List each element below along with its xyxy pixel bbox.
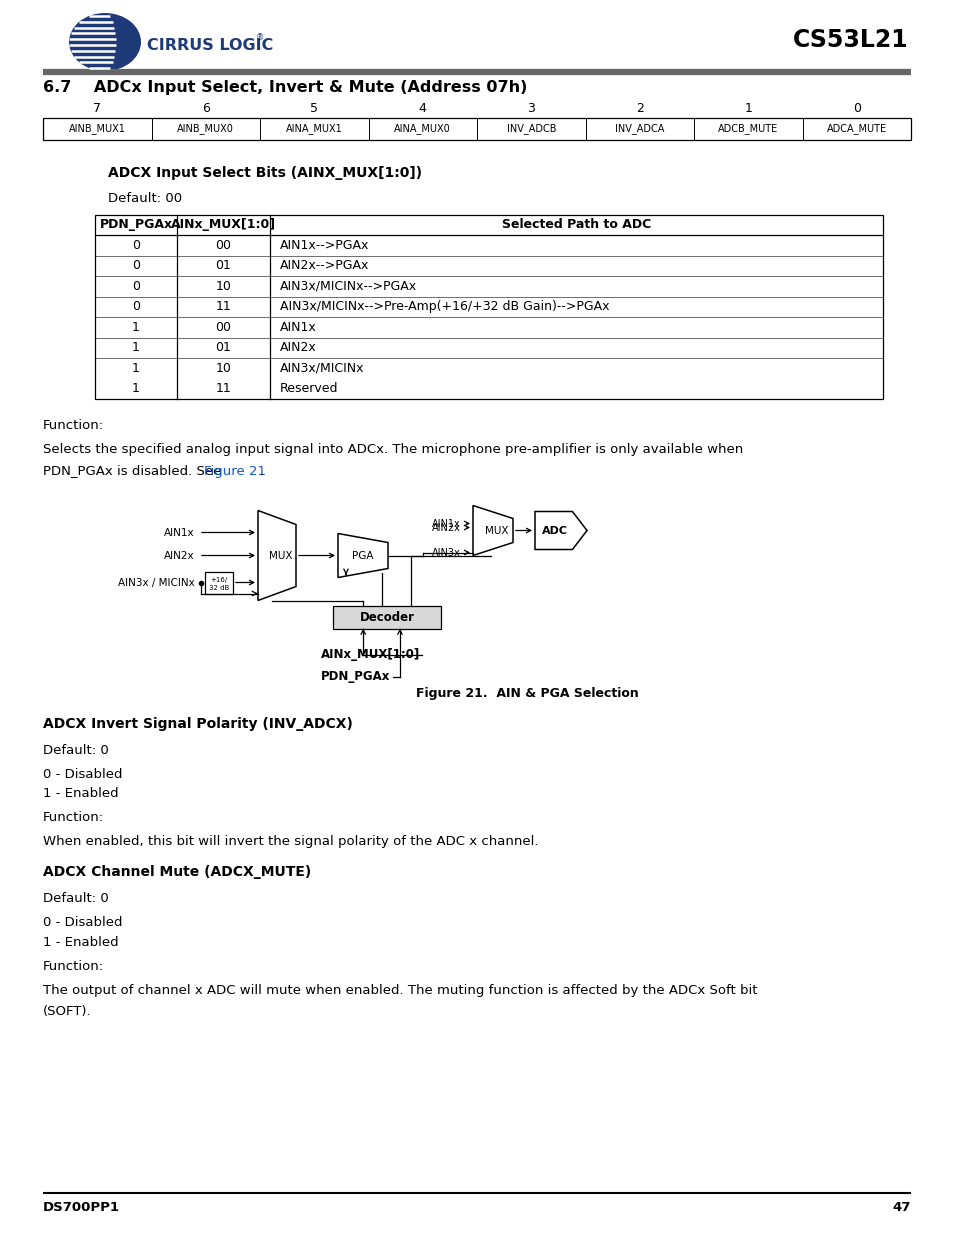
Text: Figure 21: Figure 21 <box>204 464 266 478</box>
Text: AIN3x/MICINx-->PGAx: AIN3x/MICINx-->PGAx <box>280 280 416 293</box>
Text: AIN2x-->PGAx: AIN2x-->PGAx <box>280 259 369 272</box>
Text: 4: 4 <box>418 103 426 115</box>
Text: PDN_PGAx: PDN_PGAx <box>99 219 172 231</box>
Text: Function:: Function: <box>43 811 104 824</box>
Text: 10: 10 <box>215 362 232 374</box>
Text: 5: 5 <box>310 103 318 115</box>
Text: AIN3x/MICINx: AIN3x/MICINx <box>280 362 364 374</box>
Text: 11: 11 <box>215 300 232 314</box>
Text: 1: 1 <box>132 341 140 354</box>
Text: 7: 7 <box>93 103 101 115</box>
Text: AINB_MUX0: AINB_MUX0 <box>177 124 233 135</box>
Text: 01: 01 <box>215 341 232 354</box>
Text: Default: 0: Default: 0 <box>43 743 109 757</box>
Text: Function:: Function: <box>43 419 104 432</box>
Text: AIN3x/MICINx-->Pre-Amp(+16/+32 dB Gain)-->PGAx: AIN3x/MICINx-->Pre-Amp(+16/+32 dB Gain)-… <box>280 300 609 314</box>
Text: AINA_MUX0: AINA_MUX0 <box>394 124 451 135</box>
Ellipse shape <box>69 14 141 70</box>
Text: Selected Path to ADC: Selected Path to ADC <box>501 219 651 231</box>
Bar <box>205 572 233 594</box>
Text: ADC: ADC <box>541 526 567 536</box>
Text: AINx_MUX[1:0]: AINx_MUX[1:0] <box>320 648 420 661</box>
Text: AIN1x: AIN1x <box>432 519 460 529</box>
Text: 6.7    ADCx Input Select, Invert & Mute (Address 07h): 6.7 ADCx Input Select, Invert & Mute (Ad… <box>43 80 527 95</box>
Text: MUX: MUX <box>269 551 293 561</box>
Text: INV_ADCB: INV_ADCB <box>506 124 556 135</box>
Text: 47: 47 <box>892 1200 910 1214</box>
Text: MUX: MUX <box>485 526 508 536</box>
Bar <box>95 215 882 399</box>
Text: ADCX Invert Signal Polarity (INV_ADCX): ADCX Invert Signal Polarity (INV_ADCX) <box>43 716 353 730</box>
Text: +16/: +16/ <box>211 577 228 583</box>
Text: AIN2x: AIN2x <box>164 551 194 561</box>
Text: ADCA_MUTE: ADCA_MUTE <box>826 124 886 135</box>
Text: 01: 01 <box>215 259 232 272</box>
Text: ®: ® <box>255 33 264 42</box>
Text: The output of channel x ADC will mute when enabled. The muting function is affec: The output of channel x ADC will mute wh… <box>43 983 757 997</box>
Text: CS53L21: CS53L21 <box>793 28 908 52</box>
Text: 1: 1 <box>132 362 140 374</box>
Text: Function:: Function: <box>43 960 104 972</box>
Text: 00: 00 <box>215 238 232 252</box>
Text: 3: 3 <box>527 103 535 115</box>
Text: 0: 0 <box>132 259 140 272</box>
Text: ADCX Input Select Bits (AINX_MUX[1:0]): ADCX Input Select Bits (AINX_MUX[1:0]) <box>108 165 421 179</box>
Text: 6: 6 <box>202 103 210 115</box>
Text: PGA: PGA <box>352 551 374 561</box>
Text: 1 - Enabled: 1 - Enabled <box>43 787 118 800</box>
Text: 1: 1 <box>132 383 140 395</box>
Text: Default: 00: Default: 00 <box>108 193 182 205</box>
Text: Figure 21.  AIN & PGA Selection: Figure 21. AIN & PGA Selection <box>416 687 638 699</box>
Text: AIN1x: AIN1x <box>280 321 316 333</box>
Text: 1: 1 <box>743 103 751 115</box>
Text: 11: 11 <box>215 383 232 395</box>
Text: AIN2x: AIN2x <box>432 522 460 532</box>
Text: CIRRUS LOGIC: CIRRUS LOGIC <box>147 37 274 53</box>
Text: INV_ADCA: INV_ADCA <box>615 124 663 135</box>
Text: 00: 00 <box>215 321 232 333</box>
Text: AIN1x-->PGAx: AIN1x-->PGAx <box>280 238 369 252</box>
Text: AIN1x: AIN1x <box>164 527 194 537</box>
Text: .: . <box>260 464 264 478</box>
Text: AINB_MUX1: AINB_MUX1 <box>69 124 126 135</box>
Text: 0: 0 <box>132 280 140 293</box>
Text: 10: 10 <box>215 280 232 293</box>
Text: PDN_PGAx is disabled. See: PDN_PGAx is disabled. See <box>43 464 226 478</box>
Text: DS700PP1: DS700PP1 <box>43 1200 120 1214</box>
Text: 0 - Disabled: 0 - Disabled <box>43 916 122 929</box>
Text: Reserved: Reserved <box>280 383 338 395</box>
Text: Selects the specified analog input signal into ADCx. The microphone pre-amplifie: Selects the specified analog input signa… <box>43 443 742 456</box>
Text: AIN2x: AIN2x <box>280 341 316 354</box>
Text: ADCB_MUTE: ADCB_MUTE <box>718 124 778 135</box>
Text: AIN3x / MICINx: AIN3x / MICINx <box>118 578 194 588</box>
Bar <box>43 119 910 140</box>
Text: Decoder: Decoder <box>359 610 414 624</box>
Text: (SOFT).: (SOFT). <box>43 1005 91 1018</box>
Text: AIN3x: AIN3x <box>432 547 460 557</box>
Text: AINx_MUX[1:0]: AINx_MUX[1:0] <box>171 219 275 231</box>
Text: 0: 0 <box>132 238 140 252</box>
Text: 2: 2 <box>635 103 643 115</box>
Text: PDN_PGAx: PDN_PGAx <box>320 671 390 683</box>
Text: ADCX Channel Mute (ADCX_MUTE): ADCX Channel Mute (ADCX_MUTE) <box>43 864 311 879</box>
Text: 1: 1 <box>132 321 140 333</box>
Text: 0 - Disabled: 0 - Disabled <box>43 767 122 781</box>
Text: AINA_MUX1: AINA_MUX1 <box>286 124 342 135</box>
Bar <box>333 605 440 629</box>
Text: 0: 0 <box>132 300 140 314</box>
Text: 1 - Enabled: 1 - Enabled <box>43 935 118 948</box>
Text: Default: 0: Default: 0 <box>43 892 109 905</box>
Text: 32 dB: 32 dB <box>209 585 229 592</box>
Text: 0: 0 <box>852 103 860 115</box>
Text: When enabled, this bit will invert the signal polarity of the ADC x channel.: When enabled, this bit will invert the s… <box>43 835 537 848</box>
